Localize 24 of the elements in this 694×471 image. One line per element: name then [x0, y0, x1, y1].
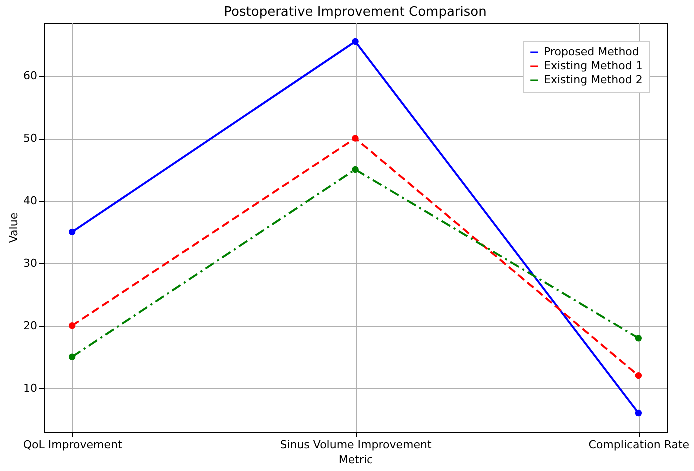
x-tick-label: QoL Improvement — [23, 438, 124, 452]
point — [68, 354, 76, 360]
chart-title: Postoperative Improvement Comparison — [224, 5, 487, 20]
y-tick-label: 60 — [24, 70, 38, 83]
y-tick-label: 20 — [24, 319, 38, 332]
point — [635, 410, 642, 417]
legend-label: Proposed Method — [544, 46, 640, 58]
y-tick-label: 30 — [24, 256, 38, 270]
point — [68, 322, 76, 330]
legend-label: Existing Method 2 — [544, 74, 643, 86]
point — [352, 135, 359, 142]
x-tick-label: Complication Rate — [588, 438, 690, 452]
point — [352, 166, 359, 174]
y-tick-label: 40 — [24, 194, 38, 208]
y-axis-title: Value — [8, 212, 21, 244]
point — [635, 334, 642, 342]
point — [68, 228, 76, 236]
y-tick-label: 10 — [24, 382, 38, 395]
point — [635, 372, 642, 380]
legend-label: Existing Method 1 — [544, 60, 643, 72]
point — [352, 38, 359, 46]
x-tick-label: Sinus Volume Improvement — [280, 438, 432, 452]
x-axis-title: Metric — [338, 454, 374, 466]
y-tick-label: 50 — [24, 132, 38, 146]
